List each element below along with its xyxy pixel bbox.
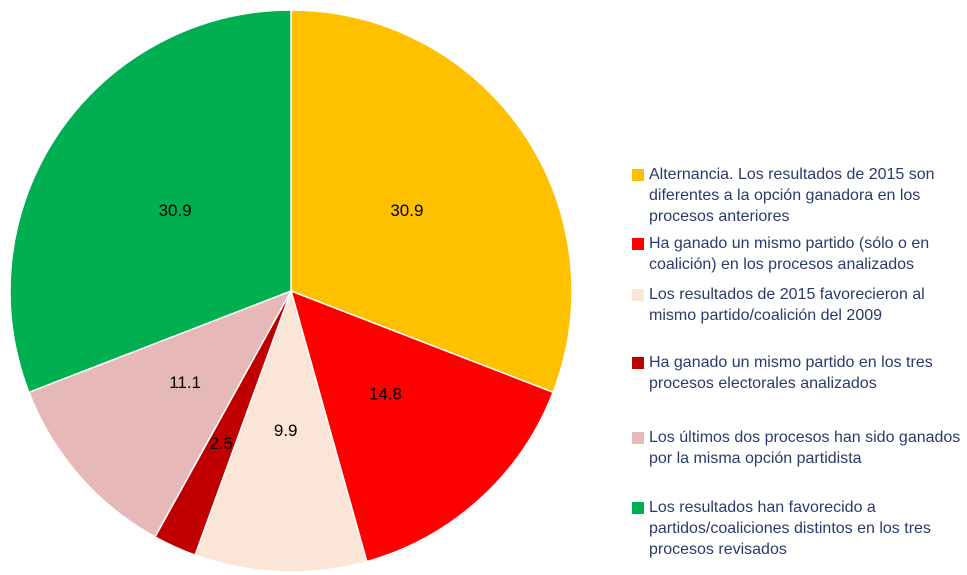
legend-item: Ha ganado un mismo partido (sólo o en co… [632,233,962,275]
legend-label: Ha ganado un mismo partido (sólo o en co… [649,235,930,273]
legend-label: Ha ganado un mismo partido en los tres p… [649,354,933,392]
pie-slice [289,289,555,563]
legend-swatch [632,289,644,301]
legend-label: Los últimos dos procesos han sido ganado… [649,429,961,467]
legend-label: Alternancia. Los resultados de 2015 son … [649,166,935,225]
legend-label: Los resultados han favorecido a partidos… [649,499,931,558]
legend-item: Los resultados de 2015 favorecieron al m… [632,284,962,326]
data-label: 30.9 [159,201,192,220]
legend-item: Los últimos dos procesos han sido ganado… [632,427,962,469]
pie-slice [27,289,293,538]
legend-item: Los resultados han favorecido a partidos… [632,497,962,560]
legend-swatch [632,432,644,444]
legend-swatch [632,502,644,514]
legend-swatch [632,357,644,369]
data-label: 30.9 [390,201,423,220]
legend-label: Los resultados de 2015 favorecieron al m… [649,286,925,324]
legend-item: Alternancia. Los resultados de 2015 son … [632,164,962,227]
data-label: 11.1 [169,373,201,392]
data-label: 14.8 [369,384,402,403]
legend-item: Ha ganado un mismo partido en los tres p… [632,352,962,394]
data-label: 2.5 [209,434,233,453]
data-label: 9.9 [274,421,298,440]
pie-slice [290,9,573,394]
pie-slice [9,9,292,394]
legend-swatch [632,169,644,181]
legend-swatch [632,238,644,250]
pie-slice [194,288,368,573]
